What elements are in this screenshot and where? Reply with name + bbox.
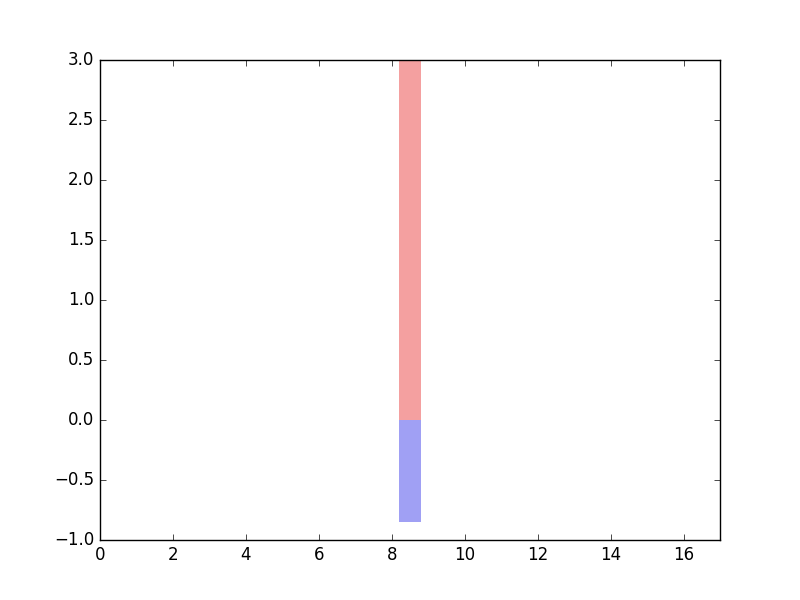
Bar [399,420,421,522]
Bar [399,60,421,420]
